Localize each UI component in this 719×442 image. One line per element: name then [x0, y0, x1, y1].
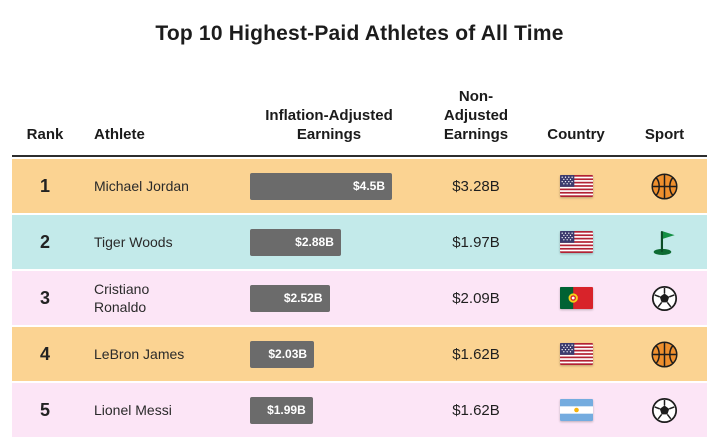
- inflation-earnings-cell: $2.88B: [236, 228, 422, 256]
- header-rank: Rank: [26, 125, 64, 143]
- bar-value-label: $2.03B: [268, 347, 308, 362]
- rank-value: 5: [39, 399, 50, 420]
- argentina-flag-icon: [559, 399, 593, 422]
- header-non-adjusted-wrap: Non-Adjusted Earnings: [422, 88, 530, 144]
- table-row: 5 Lionel Messi $1.99B $1.62B: [12, 383, 707, 438]
- inflation-earnings-cell: $2.03B: [236, 340, 422, 368]
- sport-cell: [622, 285, 707, 312]
- sport-cell: [622, 173, 707, 200]
- bar-track: $2.88B: [250, 228, 392, 256]
- portugal-flag-icon: [559, 287, 593, 310]
- athlete-name: Michael Jordan: [94, 178, 189, 195]
- country-cell: [530, 343, 622, 366]
- bar-value-label: $2.88B: [295, 235, 334, 250]
- header-non-adjusted-earnings: Non-Adjusted Earnings: [443, 88, 509, 143]
- usa-flag-icon: [559, 343, 593, 366]
- header-inflation-adjusted-earnings: Inflation-Adjusted Earnings: [265, 106, 393, 143]
- header-inflation-wrap: Inflation-Adjusted Earnings: [236, 107, 422, 145]
- country-cell: [530, 287, 622, 310]
- rank-value: 4: [39, 343, 50, 364]
- non-adjusted-earnings-value: $3.28B: [452, 177, 500, 195]
- inflation-earnings-cell: $2.52B: [236, 284, 422, 312]
- non-adjusted-earnings-value: $2.09B: [452, 289, 500, 307]
- soccer-ball-icon: [651, 397, 678, 424]
- header-sport: Sport: [644, 125, 685, 143]
- athlete-name: Tiger Woods: [94, 234, 173, 251]
- athlete-name: Cristiano Ronaldo: [94, 281, 150, 316]
- golf-flag-icon: [651, 229, 678, 256]
- inflation-earnings-cell: $4.5B: [236, 172, 422, 200]
- header-athlete: Athlete: [94, 125, 145, 143]
- rank-value: 3: [39, 287, 50, 308]
- sport-cell: [622, 229, 707, 256]
- table-row: 1 Michael Jordan $4.5B $3.28B: [12, 159, 707, 214]
- basketball-icon: [651, 173, 678, 200]
- bar-track: $4.5B: [250, 172, 392, 200]
- non-adjusted-earnings-value: $1.62B: [452, 345, 500, 363]
- inflation-earnings-cell: $1.99B: [236, 396, 422, 424]
- country-cell: [530, 231, 622, 254]
- athletes-table: Rank Athlete Inflation-Adjusted Earnings…: [0, 88, 719, 438]
- inflation-earnings-bar: $2.88B: [250, 228, 341, 256]
- sport-cell: [622, 397, 707, 424]
- bar-value-label: $4.5B: [352, 179, 385, 194]
- soccer-ball-icon: [651, 285, 678, 312]
- inflation-earnings-bar: $2.52B: [250, 284, 330, 312]
- non-adjusted-earnings-value: $1.62B: [452, 401, 500, 419]
- athlete-name: LeBron James: [94, 346, 185, 363]
- bar-track: $2.52B: [250, 284, 392, 312]
- table-row: 4 LeBron James $2.03B $1.62B: [12, 327, 707, 382]
- country-cell: [530, 175, 622, 198]
- bar-track: $1.99B: [250, 396, 392, 424]
- inflation-earnings-bar: $4.5B: [250, 172, 392, 200]
- bar-track: $2.03B: [250, 340, 392, 368]
- bar-value-label: $2.52B: [283, 291, 323, 306]
- country-cell: [530, 399, 622, 422]
- sport-cell: [622, 341, 707, 368]
- bar-value-label: $1.99B: [267, 403, 306, 418]
- inflation-earnings-bar: $1.99B: [250, 396, 313, 424]
- athlete-name: Lionel Messi: [94, 402, 172, 419]
- usa-flag-icon: [559, 175, 593, 198]
- table-row: 3 Cristiano Ronaldo $2.52B $2.09B: [12, 271, 707, 326]
- header-country: Country: [547, 125, 605, 143]
- basketball-icon: [651, 341, 678, 368]
- page-title: Top 10 Highest-Paid Athletes of All Time: [155, 22, 564, 45]
- table-row: 2 Tiger Woods $2.88B $1.97B: [12, 215, 707, 270]
- table-header-row: Rank Athlete Inflation-Adjusted Earnings…: [12, 88, 707, 158]
- usa-flag-icon: [559, 231, 593, 254]
- non-adjusted-earnings-value: $1.97B: [452, 233, 500, 251]
- rank-value: 2: [39, 231, 50, 252]
- inflation-earnings-bar: $2.03B: [250, 340, 315, 368]
- rank-value: 1: [39, 175, 50, 196]
